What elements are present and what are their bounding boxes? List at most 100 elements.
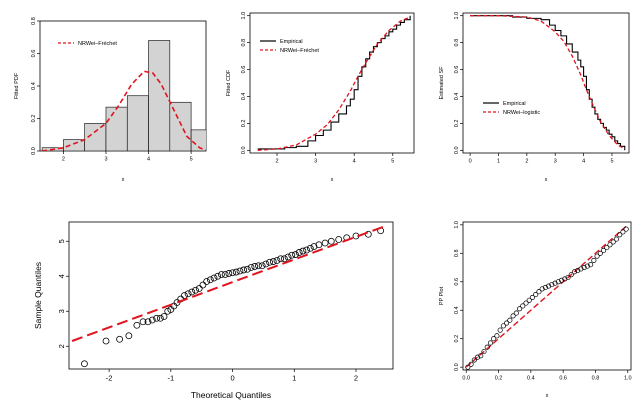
legend-label: NRWei–Fréchet — [280, 48, 319, 54]
legend-label: Empirical — [503, 101, 526, 107]
y-tick-label: 0.6 — [241, 66, 247, 74]
pp-reference-line — [465, 224, 629, 368]
plot-frame — [68, 221, 394, 370]
qq-point — [315, 241, 323, 249]
x-axis: 2 3 4 5 — [275, 153, 394, 165]
y-tick-label: 0.4 — [31, 82, 37, 90]
y-axis: 2 3 4 5 — [57, 239, 69, 348]
y-tick-label: 0.4 — [454, 93, 460, 101]
pp-point — [539, 286, 545, 292]
qq-point — [218, 271, 225, 278]
x-axis-label: x — [122, 177, 125, 183]
x-tick-label: 2 — [354, 374, 358, 383]
x-tick-label: -1 — [167, 374, 174, 383]
legend-label: NRWei–Fréchet — [78, 41, 117, 47]
qq-point — [299, 247, 307, 255]
x-axis: 0 1 2 3 4 5 — [469, 153, 614, 165]
x-axis-label: x — [546, 393, 549, 399]
pp-point — [507, 317, 513, 323]
y-tick-label: 1.0 — [454, 12, 460, 20]
x-axis-label: Theoretical Quantiles — [191, 390, 271, 400]
pp-point — [591, 257, 597, 263]
pp-point — [568, 272, 574, 278]
qq-point — [303, 246, 311, 254]
qq-points — [81, 227, 385, 368]
qq-point — [327, 237, 335, 245]
x-tick-label: 5 — [610, 159, 613, 165]
y-axis: 0.0 0.2 0.4 0.6 0.8 1.0 — [454, 221, 463, 371]
qq-point — [243, 265, 251, 273]
y-tick-label: 4 — [57, 274, 66, 278]
qq-point — [192, 286, 199, 294]
x-tick-label: 4 — [353, 159, 356, 165]
histogram-bar — [169, 101, 192, 151]
y-tick-label: 2 — [57, 344, 66, 348]
histogram-bar — [190, 129, 206, 151]
y-tick-label: 0.0 — [31, 147, 37, 155]
pp-point — [523, 300, 529, 306]
plot-frame — [249, 12, 415, 154]
qq-reference-line — [71, 224, 388, 342]
empirical-sf-line — [470, 15, 626, 151]
qq-point — [160, 313, 168, 320]
pp-point — [562, 276, 568, 282]
histogram-bars — [41, 40, 206, 151]
pp-point — [497, 327, 503, 333]
x-tick-label: 5 — [190, 157, 193, 163]
chart-pdf: 2 3 4 5 0.0 0.2 0.4 0.6 0.8 x Fitted PDF NRWei–Fréc… — [14, 17, 207, 183]
y-tick-label: 0.8 — [454, 39, 460, 47]
y-tick-label: 0.4 — [241, 93, 247, 101]
y-axis-label: Sample Quantiles — [33, 262, 43, 329]
y-tick-label: 0.2 — [241, 120, 247, 128]
x-tick-label: 0.8 — [592, 376, 600, 382]
fitted-sf-line — [470, 15, 626, 150]
y-axis: 0.0 0.2 0.4 0.6 0.8 1.0 — [454, 12, 463, 154]
qq-point — [203, 278, 211, 285]
pp-point — [481, 348, 487, 355]
x-tick-label: 4 — [582, 159, 585, 165]
qq-point — [273, 257, 281, 264]
pp-point — [588, 262, 594, 268]
pp-point — [474, 354, 481, 360]
pp-point — [542, 284, 548, 291]
qq-point — [255, 262, 262, 270]
qq-point — [148, 316, 156, 324]
qq-point — [306, 244, 314, 252]
y-tick-label: 0.6 — [454, 278, 460, 286]
x-axis: 2 3 4 5 — [62, 151, 193, 163]
pp-point — [549, 282, 555, 288]
pp-point — [552, 280, 558, 286]
legend-label: NRWei–logistic — [503, 110, 540, 116]
y-axis-label: Fitted CDF — [226, 69, 232, 96]
qq-point — [133, 321, 141, 329]
x-tick-label: 0.4 — [527, 376, 535, 382]
qq-point — [188, 288, 196, 296]
qq-point — [251, 263, 259, 270]
density-curve — [42, 70, 206, 151]
pp-point — [613, 236, 620, 242]
qq-point — [236, 267, 244, 275]
y-tick-label: 0.6 — [31, 50, 37, 58]
x-tick-label: 2 — [525, 159, 528, 165]
chart-cdf: 2 3 4 5 0.0 0.2 0.4 0.6 0.8 1.0 x Fitted CDF Empiric… — [226, 12, 415, 183]
x-tick-label: -2 — [106, 374, 113, 383]
y-tick-label: 0.8 — [454, 249, 460, 257]
pp-point — [516, 306, 523, 312]
pp-point — [513, 310, 519, 316]
qq-point — [269, 258, 277, 265]
pp-point — [610, 239, 616, 245]
y-tick-label: 3 — [57, 309, 66, 313]
x-tick-label: 0 — [230, 374, 234, 383]
qq-point — [195, 285, 203, 292]
y-tick-label: 0.0 — [241, 146, 247, 154]
legend-label: Empirical — [280, 39, 303, 45]
qq-point — [295, 249, 303, 256]
qq-point — [277, 255, 285, 263]
qq-point — [229, 269, 236, 277]
pp-point — [494, 333, 500, 339]
qq-point — [310, 243, 318, 250]
x-axis-label: x — [545, 177, 548, 183]
histogram-bar — [105, 106, 128, 151]
pp-point — [526, 297, 532, 303]
